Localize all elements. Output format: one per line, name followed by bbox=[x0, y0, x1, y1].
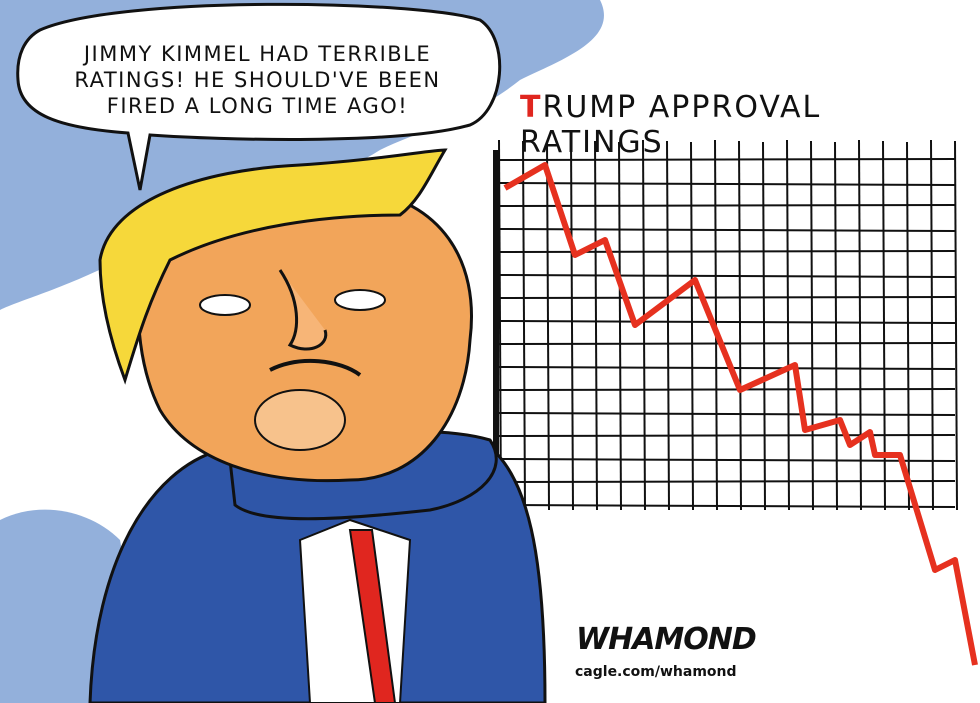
grid-stroke bbox=[522, 140, 526, 511]
grid-stroke bbox=[498, 504, 956, 508]
chart-grid bbox=[498, 139, 958, 511]
grid-stroke bbox=[666, 140, 670, 511]
chin bbox=[254, 389, 346, 451]
grid-stroke bbox=[786, 139, 790, 511]
grid-stroke bbox=[594, 140, 598, 511]
trend-line bbox=[503, 162, 978, 666]
grid-stroke bbox=[498, 204, 956, 207]
speech-line: RATINGS! HE SHOULD'VE BEEN bbox=[74, 68, 441, 92]
grid-stroke bbox=[498, 458, 956, 462]
grid-stroke bbox=[858, 139, 862, 511]
grid-stroke bbox=[498, 139, 502, 511]
speech-line: FIRED A LONG TIME AGO! bbox=[106, 94, 409, 118]
grid-stroke bbox=[690, 141, 694, 511]
grid-stroke bbox=[498, 434, 956, 437]
chart-title: TRUMP APPROVAL RATINGS bbox=[520, 90, 822, 160]
mouth bbox=[269, 358, 362, 377]
grid-stroke bbox=[498, 274, 956, 278]
credit: cagle.com/whamond bbox=[575, 664, 737, 680]
eye bbox=[334, 289, 386, 311]
grid-stroke bbox=[498, 296, 956, 299]
grid-stroke bbox=[498, 366, 956, 370]
grid-stroke bbox=[498, 182, 956, 186]
chart-axis bbox=[493, 150, 499, 510]
signature: WHAMOND bbox=[576, 622, 757, 657]
eye bbox=[199, 294, 251, 316]
grid-stroke bbox=[882, 140, 886, 511]
grid-stroke bbox=[834, 141, 838, 511]
nose bbox=[278, 269, 328, 351]
tie bbox=[348, 529, 397, 703]
grid-stroke bbox=[570, 139, 574, 511]
speech-line: JIMMY KIMMEL HAD TERRIBLE bbox=[83, 42, 432, 66]
grid-stroke bbox=[906, 141, 910, 511]
grid-stroke bbox=[498, 320, 956, 324]
grid-stroke bbox=[498, 158, 956, 161]
grid-stroke bbox=[642, 139, 646, 511]
grid-stroke bbox=[762, 141, 766, 511]
grid-stroke bbox=[498, 342, 956, 345]
grid-stroke bbox=[498, 250, 956, 253]
grid-stroke bbox=[738, 140, 742, 511]
grid-stroke bbox=[498, 412, 956, 416]
grid-stroke bbox=[954, 140, 958, 511]
speech-bubble bbox=[16, 2, 502, 191]
grid-stroke bbox=[546, 141, 550, 511]
hair bbox=[98, 148, 448, 385]
grid-stroke bbox=[930, 139, 934, 511]
grid-stroke bbox=[498, 228, 956, 232]
grid-stroke bbox=[498, 388, 956, 391]
grid-stroke bbox=[810, 140, 814, 511]
grid-stroke bbox=[618, 141, 622, 511]
grid-stroke bbox=[498, 480, 956, 483]
